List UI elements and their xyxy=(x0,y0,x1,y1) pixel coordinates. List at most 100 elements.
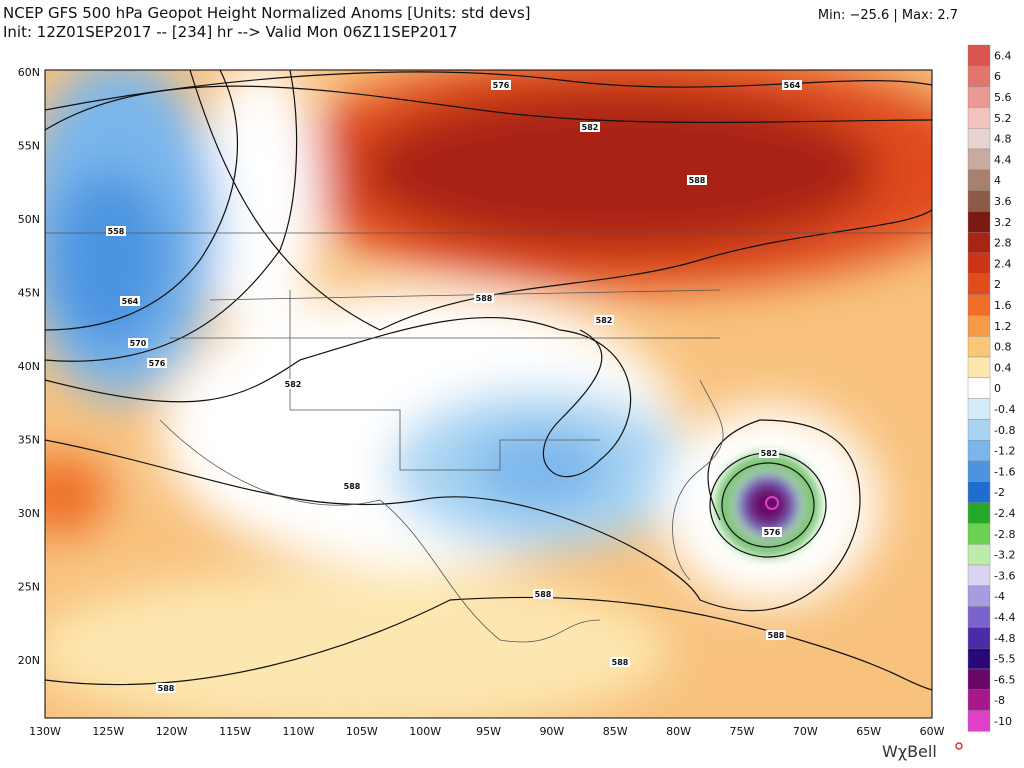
colorbar-swatch xyxy=(967,419,991,441)
colorbar-swatch xyxy=(967,440,991,462)
contour-label-bg xyxy=(766,630,786,640)
contour-label-bg xyxy=(120,296,140,306)
colorbar-label: -2.8 xyxy=(994,528,1015,541)
colorbar-label: 1.2 xyxy=(994,320,1012,333)
colorbar-label: 4 xyxy=(994,174,1001,187)
colorbar-swatch xyxy=(967,252,991,274)
lon-label: 60W xyxy=(920,725,945,738)
colorbar-swatch xyxy=(967,544,991,566)
lon-label: 105W xyxy=(346,725,378,738)
colorbar-swatch xyxy=(967,502,991,524)
colorbar-swatch xyxy=(967,44,991,66)
colorbar-swatch xyxy=(967,86,991,108)
colorbar-swatch xyxy=(967,356,991,378)
colorbar-label: -5.5 xyxy=(994,653,1015,666)
contour-label-bg xyxy=(533,589,553,599)
lon-label: 100W xyxy=(409,725,441,738)
contour-label: 576 xyxy=(493,81,510,90)
colorbar-label: 3.6 xyxy=(994,195,1012,208)
colorbar-label: -4.8 xyxy=(994,632,1015,645)
lat-label: 50N xyxy=(18,213,40,226)
borders xyxy=(45,232,932,643)
lon-label: 85W xyxy=(603,725,628,738)
contour-label: 588 xyxy=(535,590,552,599)
colorbar-swatch xyxy=(967,336,991,358)
lon-label: 95W xyxy=(476,725,501,738)
colorbar-label: 5.2 xyxy=(994,112,1012,125)
colorbar-swatch xyxy=(967,169,991,191)
colorbar-swatch xyxy=(967,211,991,233)
lon-label: 75W xyxy=(730,725,755,738)
colorbar-swatch xyxy=(967,606,991,628)
lat-label: 40N xyxy=(18,360,40,373)
contour-label: 558 xyxy=(108,227,125,236)
colorbar-label: 4.4 xyxy=(994,153,1012,166)
min-max: Min: −25.6 | Max: 2.7 xyxy=(818,8,958,23)
lon-label: 130W xyxy=(29,725,61,738)
contour-label-bg xyxy=(762,527,782,537)
contour-label-bg xyxy=(156,683,176,693)
colorbar-swatch xyxy=(967,585,991,607)
contour-label: 570 xyxy=(130,339,147,348)
contour-label: 588 xyxy=(768,631,785,640)
contour-label: 582 xyxy=(596,316,613,325)
colorbar-swatch xyxy=(967,398,991,420)
contour-label: 588 xyxy=(476,294,493,303)
contour-label: 582 xyxy=(285,380,302,389)
colorbar-label: -10 xyxy=(994,715,1012,728)
logo: WχBell xyxy=(882,742,937,761)
colorbar-swatch xyxy=(967,689,991,711)
lon-label: 115W xyxy=(219,725,251,738)
colorbar-label: 4.8 xyxy=(994,133,1012,146)
colorbar-swatch xyxy=(967,190,991,212)
colorbar-swatch xyxy=(967,231,991,254)
contour-label-bg xyxy=(474,293,494,303)
colorbar-label: -0.8 xyxy=(994,424,1015,437)
title: NCEP GFS 500 hPa Geopot Height Normalize… xyxy=(3,4,531,22)
colorbar-swatch xyxy=(967,481,991,503)
colorbar-label: 6 xyxy=(994,70,1001,83)
contour-label: 588 xyxy=(158,684,175,693)
colorbar-label: -0.4 xyxy=(994,403,1015,416)
colorbar-label: -1.2 xyxy=(994,445,1015,458)
lon-label: 80W xyxy=(666,725,691,738)
colorbar-label: -8 xyxy=(994,694,1005,707)
colorbar-label: -4.4 xyxy=(994,611,1015,624)
contour-label: 564 xyxy=(784,81,801,90)
colorbar-label: 2.4 xyxy=(994,257,1012,270)
lon-label: 90W xyxy=(539,725,564,738)
contour-label-bg xyxy=(687,175,707,185)
colorbar-label: -1.6 xyxy=(994,465,1015,478)
colorbar-swatch xyxy=(967,377,991,399)
contour-label-bg xyxy=(580,122,600,132)
colorbar-swatch xyxy=(967,523,991,545)
contour-label-bg xyxy=(610,657,630,667)
contour-label-bg xyxy=(594,315,614,325)
contour-label-bg xyxy=(128,338,148,348)
contour-label: 576 xyxy=(149,359,166,368)
lon-label: 110W xyxy=(283,725,315,738)
map-frame xyxy=(44,69,933,719)
lon-label: 70W xyxy=(793,725,818,738)
colorbar-swatch xyxy=(967,107,991,129)
contour-label: 588 xyxy=(689,176,706,185)
lon-label: 120W xyxy=(156,725,188,738)
colorbar-label: 6.4 xyxy=(994,49,1012,62)
map-field xyxy=(45,70,932,718)
lon-label: 125W xyxy=(92,725,124,738)
lat-label: 25N xyxy=(18,581,40,594)
colorbar-label: -2.4 xyxy=(994,507,1015,520)
colorbar-label: 0 xyxy=(994,382,1001,395)
colorbar-swatch xyxy=(967,668,991,690)
contour-label: 582 xyxy=(761,449,778,458)
colorbar-swatch xyxy=(967,460,991,482)
lat-label: 20N xyxy=(18,654,40,667)
colorbar-label: 2.8 xyxy=(994,237,1012,250)
contour-label-bg xyxy=(342,481,362,491)
contour-label: 588 xyxy=(612,658,629,667)
contour-label: 564 xyxy=(122,297,139,306)
colorbar-label: 3.2 xyxy=(994,216,1012,229)
colorbar-label: -4 xyxy=(994,590,1005,603)
colorbar-swatch xyxy=(967,148,991,170)
